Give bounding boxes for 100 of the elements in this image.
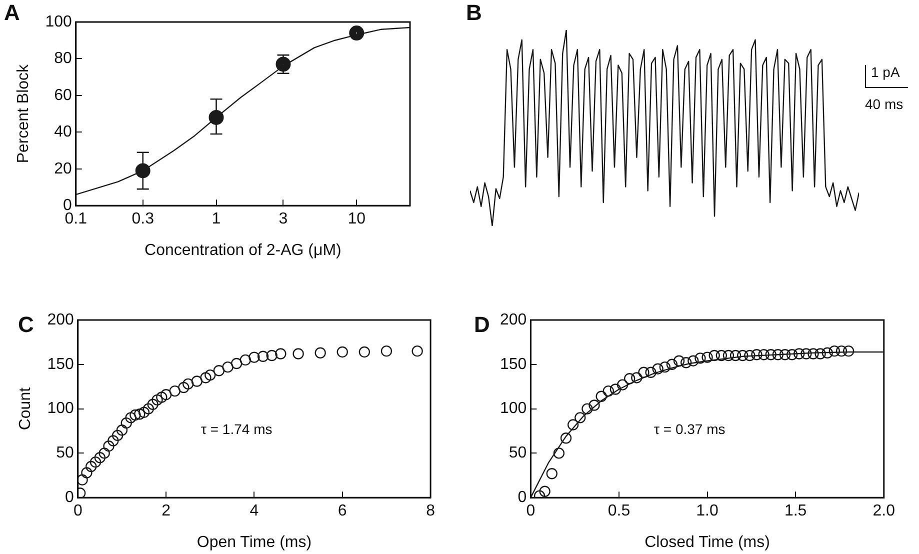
point xyxy=(688,355,699,366)
point xyxy=(94,452,106,464)
point xyxy=(680,357,692,368)
point xyxy=(81,467,92,478)
point xyxy=(836,345,848,357)
x-axis-title: Closed Time (ms) xyxy=(644,534,770,551)
point xyxy=(716,350,728,362)
point xyxy=(178,382,190,394)
y-tick-label: 80 xyxy=(54,50,72,68)
point xyxy=(737,350,748,362)
point xyxy=(722,350,734,362)
point xyxy=(567,419,579,430)
x-tick-label: 1.0 xyxy=(696,502,719,520)
x-tick-label: 10 xyxy=(348,210,366,228)
point xyxy=(645,366,656,378)
point xyxy=(582,403,593,414)
point xyxy=(204,369,216,381)
y-tick-label: 50 xyxy=(56,444,74,462)
text: 1 pA xyxy=(871,64,900,80)
point xyxy=(147,398,158,410)
point xyxy=(152,394,163,406)
y-tick-label: 100 xyxy=(47,400,74,418)
point xyxy=(652,363,664,374)
point xyxy=(666,358,678,370)
point xyxy=(624,373,636,384)
point xyxy=(659,361,671,373)
y-tick-label: 200 xyxy=(500,311,527,328)
point xyxy=(130,409,141,421)
x-tick-label: 1 xyxy=(212,210,221,228)
x-tick-label: 0.3 xyxy=(132,210,154,228)
point xyxy=(814,348,826,360)
point xyxy=(358,346,370,358)
point xyxy=(336,346,348,358)
y-tick-label: 40 xyxy=(54,124,72,141)
point xyxy=(191,376,203,387)
point xyxy=(560,432,572,444)
chart-title: B xyxy=(466,0,482,26)
chart-title: A xyxy=(4,0,20,26)
y-tick-label: 20 xyxy=(54,160,72,178)
x-axis-title: Concentration of 2-AG (μM) xyxy=(144,242,342,259)
point xyxy=(275,348,286,360)
y-tick-label: 60 xyxy=(54,86,72,104)
point xyxy=(596,390,607,402)
point xyxy=(610,384,622,395)
point xyxy=(98,448,110,459)
x-axis-title: Open Time (ms) xyxy=(196,534,312,551)
point xyxy=(602,385,614,397)
point xyxy=(553,448,565,459)
point xyxy=(779,349,791,360)
point xyxy=(631,372,642,384)
chart-title: D xyxy=(474,312,490,338)
point xyxy=(539,486,550,497)
point xyxy=(822,347,833,358)
x-tick-label: 2 xyxy=(162,502,171,520)
point xyxy=(213,365,225,376)
point xyxy=(546,468,558,480)
point xyxy=(694,352,706,364)
x-tick-label: 1.5 xyxy=(784,502,807,520)
point xyxy=(78,474,88,486)
point xyxy=(116,424,128,436)
annotation: τ = 1.74 ms xyxy=(200,420,272,437)
y-tick-label: 200 xyxy=(47,311,74,328)
point xyxy=(412,345,423,357)
y-tick-label: 50 xyxy=(508,444,527,462)
y-tick-label: 100 xyxy=(500,400,527,418)
point xyxy=(240,354,252,366)
x-tick-label: 2.0 xyxy=(872,502,896,520)
point xyxy=(292,348,304,360)
point xyxy=(112,430,124,442)
point xyxy=(156,392,168,403)
point xyxy=(638,366,650,378)
point xyxy=(758,349,770,360)
y-axis-title: Percent Block xyxy=(15,63,32,164)
point xyxy=(380,345,392,357)
point xyxy=(134,408,146,420)
point xyxy=(744,350,756,362)
y-axis-title: Count xyxy=(17,386,34,430)
text: 40 ms xyxy=(865,96,904,112)
x-tick-label: 0.5 xyxy=(608,502,630,520)
point xyxy=(828,345,840,357)
point xyxy=(169,385,180,397)
point xyxy=(266,350,278,362)
point xyxy=(120,417,132,429)
y-tick-label: 0 xyxy=(518,489,527,506)
point xyxy=(142,403,154,414)
point xyxy=(160,388,172,400)
y-tick-label: 150 xyxy=(500,356,527,373)
point xyxy=(138,406,150,418)
point xyxy=(708,350,720,362)
point xyxy=(765,349,776,360)
x-tick-label: 3 xyxy=(278,210,288,228)
point xyxy=(842,345,854,357)
y-tick-label: 150 xyxy=(47,356,74,373)
point xyxy=(702,352,713,363)
annotation: τ = 0.37 ms xyxy=(654,420,726,437)
point xyxy=(314,347,326,358)
point xyxy=(808,348,819,360)
y-tick-label: 0 xyxy=(64,489,74,506)
x-tick-label: 0.1 xyxy=(64,210,88,228)
point xyxy=(86,460,97,472)
